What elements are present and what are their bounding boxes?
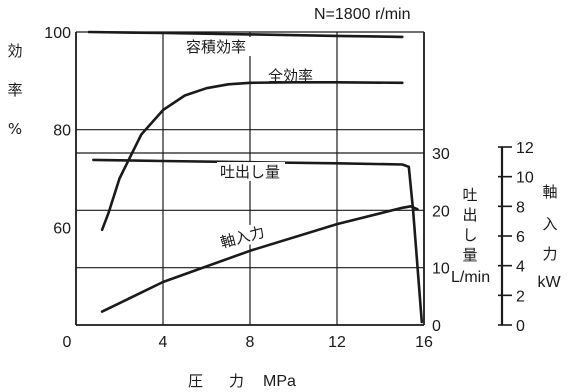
series-label: 容積効率 bbox=[186, 38, 246, 56]
series-label: 吐出し量 bbox=[220, 163, 280, 181]
labels: 0 4 8 12 16 60 80 100 0 10 20 30 0 2 4 6 8 10 12 容積効率全効率吐出し… bbox=[7, 6, 561, 390]
series-line-0 bbox=[87, 30, 404, 39]
flow-axis-unit: L/min bbox=[451, 269, 490, 286]
x-tick-label: 0 bbox=[63, 334, 72, 351]
flow-axis-label: 吐 bbox=[462, 186, 477, 204]
flow-axis-label: 出 bbox=[462, 206, 477, 224]
x-axis-label: 力 bbox=[229, 372, 244, 390]
power-tick-label: 12 bbox=[516, 140, 534, 157]
power-axis-label: 入 bbox=[542, 215, 557, 233]
x-axis-label: 圧 bbox=[188, 372, 203, 390]
flow-tick-label: 10 bbox=[432, 261, 450, 278]
power-tick-label: 6 bbox=[516, 229, 525, 246]
power-tick-label: 2 bbox=[516, 288, 525, 305]
flow-axis-label: 量 bbox=[462, 246, 477, 264]
power-tick-label: 0 bbox=[516, 318, 525, 335]
series-line-2 bbox=[92, 158, 424, 324]
series-label-bg bbox=[183, 37, 251, 56]
efficiency-tick-label: 60 bbox=[53, 220, 71, 237]
power-axis-label: 力 bbox=[542, 245, 557, 263]
power-axis-label: 軸 bbox=[542, 183, 557, 201]
x-axis-label: MPa bbox=[263, 373, 296, 390]
power-axis-unit: kW bbox=[537, 274, 561, 291]
curves bbox=[87, 30, 424, 324]
x-tick-label: 4 bbox=[159, 334, 168, 351]
efficiency-axis-label: 効 bbox=[7, 42, 22, 60]
power-tick-label: 4 bbox=[516, 259, 525, 276]
efficiency-axis-label: 率 bbox=[7, 81, 22, 99]
flow-axis-label: し bbox=[462, 226, 477, 244]
series-label-group-0: 容積効率 bbox=[183, 37, 251, 56]
power-tick-label: 8 bbox=[516, 199, 525, 216]
x-tick-label: 8 bbox=[246, 334, 255, 351]
series-line-1 bbox=[100, 81, 404, 232]
series-label-group-2: 吐出し量 bbox=[217, 162, 285, 181]
series-line-3 bbox=[100, 205, 419, 313]
series-label-group-1: 全効率 bbox=[268, 67, 313, 85]
right-axes bbox=[498, 146, 512, 326]
flow-tick-label: 0 bbox=[432, 318, 441, 335]
flow-tick-label: 30 bbox=[432, 146, 450, 163]
flow-tick-label: 20 bbox=[432, 203, 450, 220]
efficiency-tick-label: 80 bbox=[53, 123, 71, 140]
series-label-bg bbox=[215, 220, 271, 253]
efficiency-axis-label: % bbox=[8, 120, 22, 138]
efficiency-tick-label: 100 bbox=[44, 25, 71, 42]
condition-label: N=1800 r/min bbox=[314, 6, 411, 23]
plot-frame bbox=[75, 32, 425, 326]
x-tick-label: 16 bbox=[415, 334, 433, 351]
series-label: 全効率 bbox=[268, 67, 313, 85]
x-tick-label: 12 bbox=[328, 334, 346, 351]
series-label-bg bbox=[217, 162, 285, 181]
power-tick-label: 10 bbox=[516, 170, 534, 187]
